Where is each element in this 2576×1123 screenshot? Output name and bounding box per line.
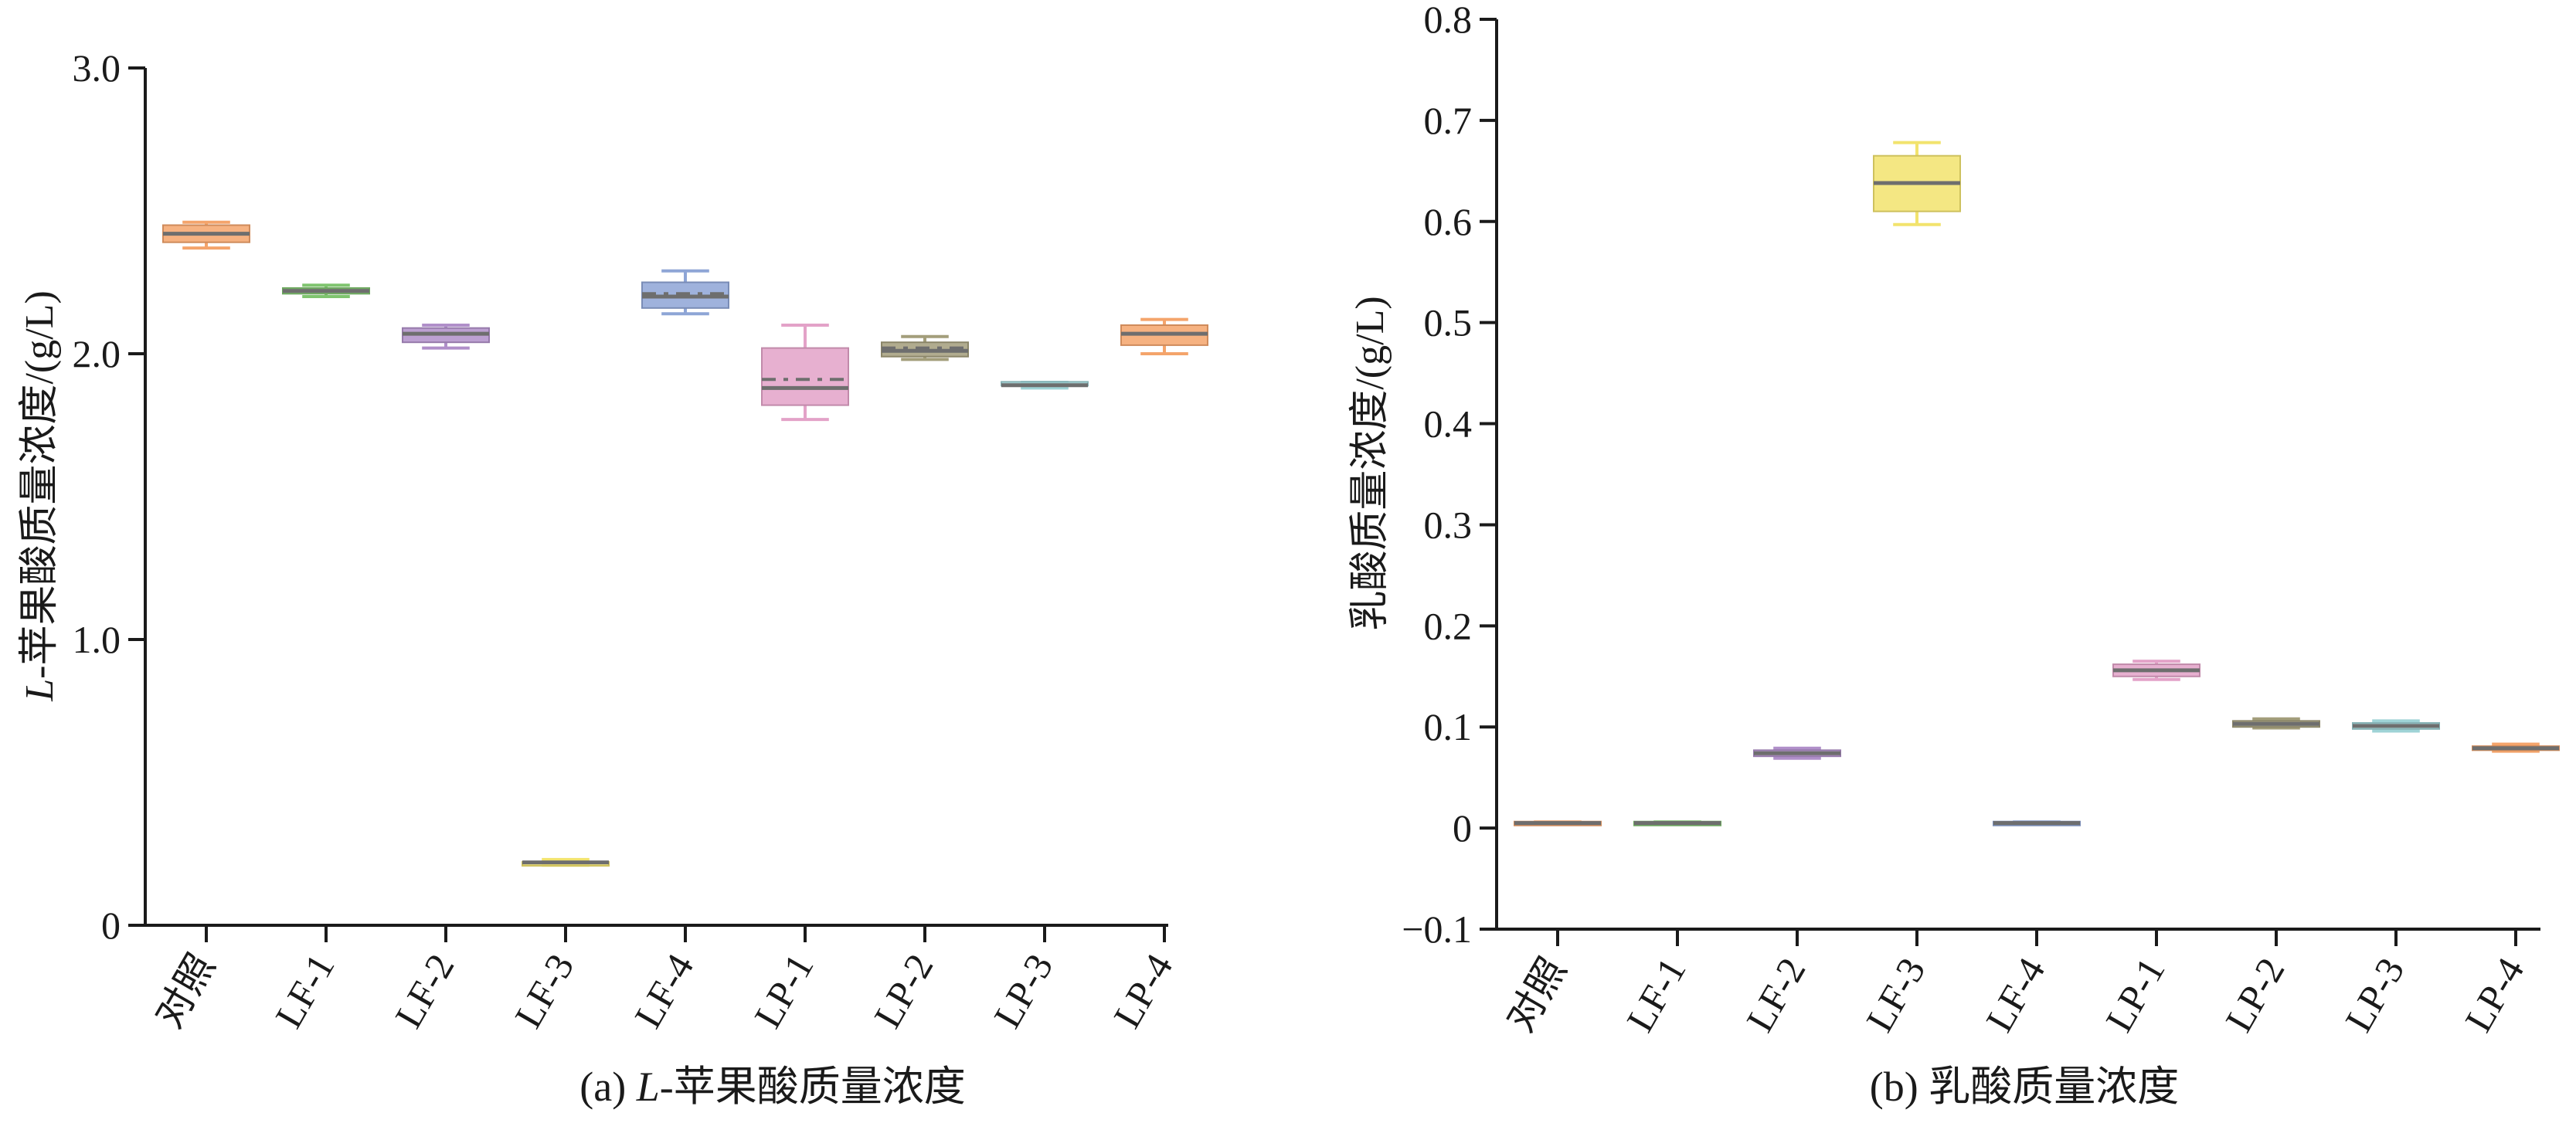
- panel-b-lactic-acid-chart: −0.1 0 0.1 0.2 0.3 0.4 0.5 0.6 0.7 0.8 乳酸质量浓度/(g/L…: [1348, 0, 2560, 1110]
- y-tick-label: 0: [101, 904, 121, 947]
- y-tick-label: 0.2: [1424, 604, 1473, 647]
- y-axis-title: 乳酸质量浓度/(g/L): [1348, 296, 1392, 630]
- box-2: [282, 283, 370, 298]
- y-tick-label: 0.5: [1424, 301, 1473, 344]
- box-9: [1120, 317, 1208, 355]
- y-tick-label: 0.4: [1424, 402, 1473, 446]
- y-tick-label: 0.8: [1424, 0, 1473, 41]
- y-tick-label: 3.0: [73, 46, 121, 90]
- box-3: [402, 324, 490, 350]
- box-4: [1873, 141, 1961, 226]
- box-1: [162, 220, 250, 250]
- x-tick-label: LF-1: [267, 947, 342, 1036]
- y-tick-label: 0.3: [1424, 503, 1473, 546]
- box-5: [641, 269, 729, 316]
- x-tick-label: LP-3: [2336, 951, 2412, 1040]
- x-tick-label: LP-4: [2456, 951, 2532, 1040]
- box-6: [761, 324, 849, 422]
- x-tick-label: LF-2: [386, 947, 462, 1036]
- x-tick-label: LP-4: [1105, 947, 1181, 1036]
- y-tick-label: 1.0: [73, 618, 121, 661]
- x-tick-label: LP-1: [2097, 951, 2173, 1040]
- y-tick-label: 0: [1453, 806, 1472, 850]
- x-tick-label: LF-4: [626, 947, 702, 1036]
- x-tick-label: LP-2: [865, 947, 941, 1036]
- y-tick-label: 0.6: [1424, 200, 1473, 243]
- y-tick-label: 2.0: [73, 332, 121, 375]
- panel-a-malic-acid-chart: 0 1.0 2.0 3.0 L-苹果酸质量浓度/(g/L) 对照 LF-1 LF-2 LF-3 L…: [18, 46, 1208, 1110]
- chart-caption: (b) 乳酸质量浓度: [1870, 1064, 2179, 1110]
- box-8: [2352, 719, 2440, 733]
- box-2: [1633, 820, 1721, 826]
- box-7: [2232, 717, 2320, 730]
- chart-caption: (a) L-苹果酸质量浓度: [579, 1064, 965, 1110]
- box-5: [1993, 820, 2081, 826]
- box-7: [881, 334, 969, 361]
- box-3: [1753, 746, 1841, 760]
- box-4: [522, 857, 610, 867]
- y-tick-label: 0.1: [1424, 705, 1473, 748]
- x-tick-label: 对照: [1498, 951, 1574, 1040]
- box-1: [1514, 820, 1602, 826]
- x-tick-label: LP-1: [746, 947, 821, 1036]
- box-6: [2112, 660, 2200, 681]
- x-tick-label: LP-2: [2217, 951, 2292, 1040]
- x-tick-label: LF-3: [506, 947, 582, 1036]
- y-tick-label: 0.7: [1424, 99, 1473, 142]
- y-axis-title: L-苹果酸质量浓度/(g/L): [18, 290, 62, 702]
- y-tick-label: −0.1: [1402, 908, 1472, 951]
- x-tick-label: LF-4: [1977, 951, 2053, 1040]
- x-tick-label: LF-3: [1857, 951, 1933, 1040]
- x-tick-label: LF-2: [1738, 951, 1813, 1040]
- x-tick-label: LP-3: [985, 947, 1061, 1036]
- box-9: [2472, 742, 2560, 753]
- box-8: [1001, 381, 1089, 390]
- box-iqr: [761, 347, 849, 406]
- x-tick-label: 对照: [147, 947, 223, 1036]
- x-tick-label: LF-1: [1618, 951, 1694, 1040]
